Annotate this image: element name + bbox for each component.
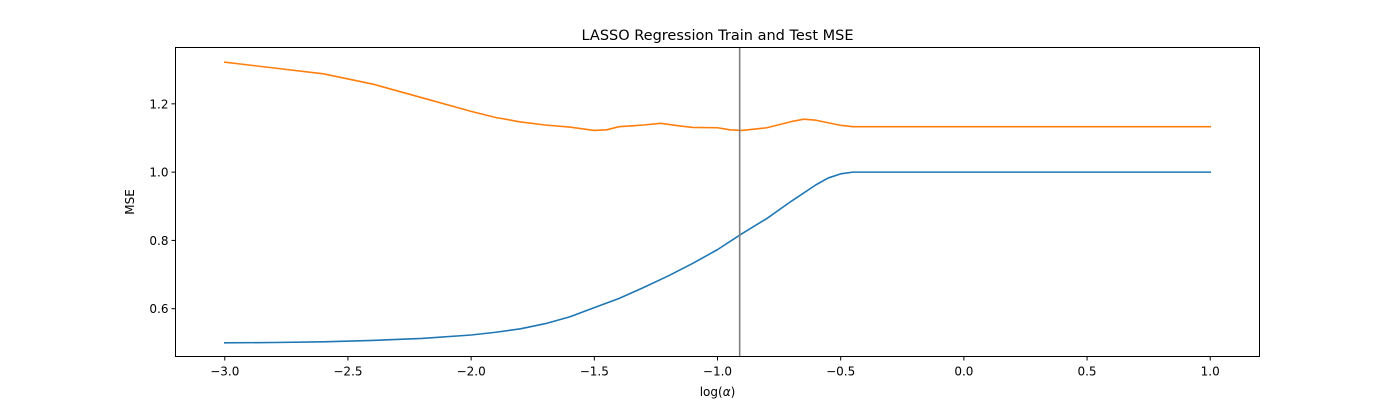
y-axis-ticks: 0.6 0.8 1.0 1.2	[149, 97, 176, 316]
x-tick-label: −1.5	[580, 365, 609, 379]
x-tick-label: −3.0	[210, 365, 239, 379]
x-tick-label: −2.5	[333, 365, 362, 379]
y-tick-label: 0.8	[149, 234, 168, 248]
x-tick-label: −0.5	[826, 365, 855, 379]
series-layer	[223, 61, 1212, 344]
x-tick-label: −1.0	[703, 365, 732, 379]
plot-area	[175, 47, 1260, 357]
y-tick-label: 1.2	[149, 97, 168, 111]
chart-title: LASSO Regression Train and Test MSE	[581, 28, 853, 44]
x-axis-ticks: −3.0 −2.5 −2.0 −1.5 −1.0 −0.5 0.0 0.5 1.0	[210, 356, 1220, 379]
series-0-line	[223, 171, 1212, 344]
y-tick-label: 0.6	[149, 302, 168, 316]
series-1-line	[223, 61, 1212, 132]
y-axis-label: MSE	[123, 189, 137, 215]
x-tick-label: 0.5	[1077, 365, 1096, 379]
x-tick-label: −2.0	[457, 365, 486, 379]
y-tick-label: 1.0	[149, 166, 168, 180]
x-axis-label: log(α)	[700, 385, 736, 399]
x-tick-label: 0.0	[954, 365, 973, 379]
x-tick-label: 1.0	[1201, 365, 1220, 379]
